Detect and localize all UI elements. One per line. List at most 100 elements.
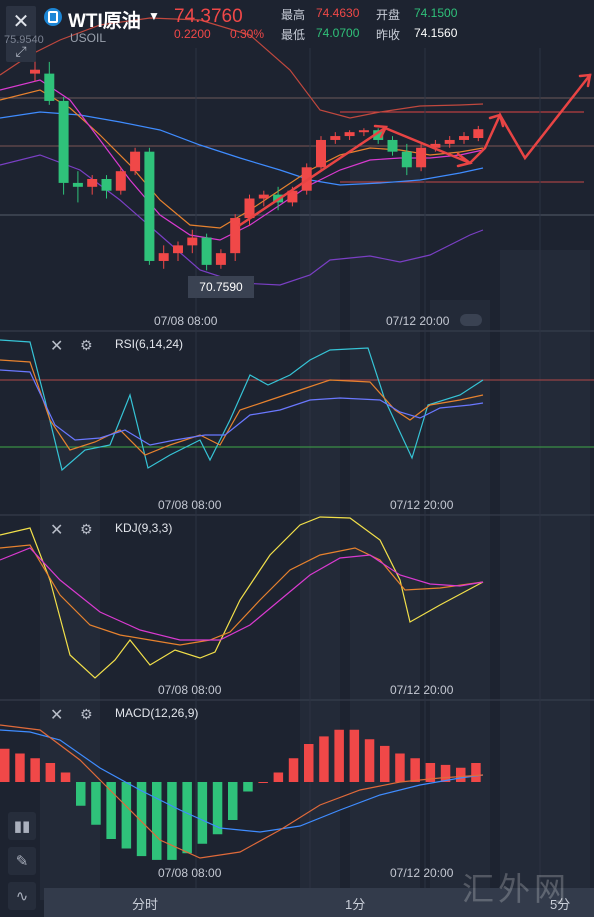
- macd-bar: [380, 745, 390, 782]
- candle-body: [301, 167, 312, 191]
- candle-body: [401, 151, 412, 168]
- candle-body: [101, 179, 112, 191]
- scroll-indicator[interactable]: [460, 314, 482, 326]
- prev-close-value: 74.1560: [414, 26, 458, 40]
- rsi-close-icon[interactable]: ✕: [50, 338, 64, 355]
- macd-bar: [121, 782, 132, 849]
- macd-bar: [440, 764, 451, 782]
- macd-bar: [106, 782, 116, 839]
- candle-body: [187, 237, 198, 246]
- macd-bar: [228, 782, 238, 820]
- kdj-close-icon[interactable]: ✕: [50, 522, 64, 539]
- macd-bar: [319, 736, 329, 782]
- macd-x-tick-2: 07/12 20:00: [390, 866, 454, 880]
- close-icon: ✕: [12, 10, 30, 33]
- instrument-badge-icon: [44, 8, 62, 26]
- macd-bar: [334, 729, 344, 782]
- symbol-name[interactable]: WTI原油: [68, 11, 141, 32]
- candle-body: [30, 69, 40, 74]
- macd-title: MACD(12,26,9): [115, 706, 199, 720]
- macd-bar: [273, 772, 284, 782]
- rsi-gear-icon[interactable]: ⚙: [80, 337, 93, 353]
- candle-body: [373, 130, 384, 140]
- macd-bar: [410, 758, 420, 782]
- macd-bar: [364, 739, 375, 782]
- main-x-tick-1: 07/08 08:00: [154, 314, 218, 328]
- candle-body: [144, 151, 155, 261]
- macd-bar: [197, 782, 208, 844]
- low-value: 74.0700: [316, 26, 360, 40]
- tab-timeshare[interactable]: 分时: [132, 897, 159, 912]
- candle-body: [173, 245, 183, 254]
- macd-close-icon[interactable]: ✕: [50, 707, 64, 724]
- tab-1min[interactable]: 1分: [345, 897, 366, 912]
- pencil-icon[interactable]: ✎: [8, 847, 36, 875]
- candle-body: [158, 253, 169, 261]
- macd-bar: [471, 763, 481, 782]
- macd-bar: [425, 763, 436, 782]
- macd-bar: [45, 763, 56, 782]
- price-change-pct: 0.30%: [230, 27, 265, 41]
- macd-gear-icon[interactable]: ⚙: [80, 706, 93, 722]
- macd-bar: [91, 782, 101, 825]
- low-label: 最低: [281, 28, 306, 42]
- macd-bar: [15, 753, 25, 782]
- macd-bar: [304, 744, 314, 782]
- candle-body: [330, 136, 341, 140]
- candle-body: [244, 198, 255, 219]
- candle-body: [459, 136, 469, 140]
- candle-body: [473, 129, 484, 139]
- candle-body: [58, 100, 69, 183]
- chevron-down-icon[interactable]: ▼: [148, 9, 160, 23]
- macd-bar: [258, 782, 268, 783]
- candle-body: [115, 171, 126, 191]
- candle-body: [273, 194, 284, 203]
- indicator-icon[interactable]: ∿: [8, 882, 36, 910]
- rsi-title: RSI(6,14,24): [115, 337, 184, 351]
- macd-bar: [167, 782, 177, 860]
- tab-5min[interactable]: 5分: [550, 897, 571, 912]
- kdj-title: KDJ(9,3,3): [115, 521, 173, 535]
- candle-body: [230, 218, 241, 254]
- macd-x-tick-1: 07/08 08:00: [158, 866, 222, 880]
- main-x-tick-2: 07/12 20:00: [386, 314, 450, 328]
- close-button[interactable]: ✕: [6, 6, 36, 36]
- candle-body: [44, 73, 55, 101]
- candle-body: [316, 139, 326, 168]
- macd-bar: [76, 782, 86, 806]
- macd-bar: [60, 772, 71, 782]
- high-label: 最高: [281, 8, 306, 22]
- kdj-gear-icon[interactable]: ⚙: [80, 521, 93, 537]
- macd-bar: [456, 767, 466, 782]
- candle-body: [344, 132, 355, 137]
- price-change: 0.2200: [174, 27, 211, 41]
- expand-button[interactable]: ⤢: [6, 40, 36, 62]
- candle-body: [358, 130, 369, 133]
- macd-bar: [136, 782, 147, 857]
- open-label: 开盘: [376, 8, 401, 22]
- timeframe-bar: [44, 888, 594, 917]
- last-price: 74.3760: [174, 6, 243, 27]
- candle-body: [201, 237, 212, 265]
- watermark: 汇外网: [462, 870, 571, 908]
- macd-bar: [152, 782, 162, 860]
- candle-body: [444, 139, 455, 144]
- macd-bar: [288, 758, 299, 782]
- candle-body: [215, 253, 226, 265]
- prev-close-label: 昨收: [376, 28, 401, 42]
- candle-body: [387, 139, 398, 152]
- candle-body: [287, 190, 298, 203]
- low-marker-label: 70.7590: [188, 276, 254, 298]
- candlestick-icon[interactable]: ▮▮: [8, 812, 36, 840]
- macd-bar: [182, 782, 192, 854]
- symbol-code: USOIL: [70, 31, 107, 45]
- macd-bar: [395, 753, 405, 782]
- candle-body: [87, 179, 98, 187]
- rsi-x-tick-1: 07/08 08:00: [158, 498, 222, 512]
- macd-bar: [30, 758, 40, 782]
- open-value: 74.1500: [414, 6, 458, 20]
- rsi-x-tick-2: 07/12 20:00: [390, 498, 454, 512]
- top-price-label: 75.9540: [4, 34, 44, 46]
- macd-bar: [0, 748, 10, 782]
